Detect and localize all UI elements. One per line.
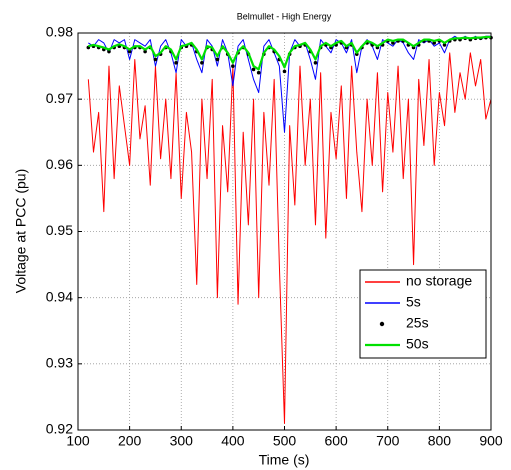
y-tick-label: 0.92 — [46, 421, 73, 437]
data-point — [432, 41, 437, 45]
data-point — [442, 43, 447, 47]
y-tick-label: 0.93 — [46, 355, 73, 371]
series-line — [88, 35, 491, 71]
y-tick-label: 0.95 — [46, 222, 73, 238]
data-point — [282, 69, 287, 74]
x-tick-label: 400 — [221, 433, 245, 449]
x-tick-label: 500 — [273, 433, 297, 449]
legend-label: no storage — [406, 273, 472, 289]
data-point — [127, 49, 132, 54]
plot-frame — [77, 32, 492, 431]
y-tick-label: 0.97 — [46, 90, 73, 106]
legend-label: 25s — [406, 315, 429, 331]
data-point — [231, 64, 235, 68]
data-point — [391, 41, 395, 45]
legend-swatch — [379, 321, 385, 327]
chart-title: Belmullet - High Energy — [237, 11, 332, 21]
data-point — [313, 60, 318, 65]
data-point — [174, 60, 178, 65]
y-tick-label: 0.94 — [46, 288, 73, 304]
legend-label: 50s — [406, 336, 429, 352]
data-point — [215, 57, 220, 62]
x-tick-label: 200 — [118, 433, 142, 449]
x-tick-label: 600 — [324, 433, 348, 449]
y-tick-label: 0.98 — [46, 24, 73, 40]
data-point — [200, 60, 204, 65]
legend-label: 5s — [406, 294, 421, 310]
data-point — [143, 49, 147, 54]
x-tick-label: 800 — [428, 433, 452, 449]
y-axis-label: Voltage at PCC (pu) — [13, 169, 29, 294]
data-point — [251, 67, 256, 72]
x-tick-label: 900 — [479, 433, 503, 449]
x-tick-label: 700 — [376, 433, 400, 449]
data-point — [256, 70, 261, 75]
data-point — [107, 49, 111, 54]
x-axis-label: Time (s) — [259, 452, 310, 468]
y-tick-label: 0.96 — [46, 156, 73, 172]
x-tick-label: 300 — [170, 433, 194, 449]
data-point — [153, 57, 158, 62]
legend-box — [359, 269, 487, 359]
x-tick-label: 100 — [66, 433, 90, 449]
